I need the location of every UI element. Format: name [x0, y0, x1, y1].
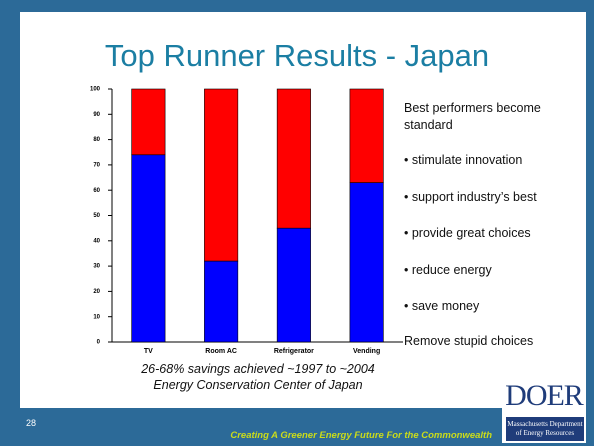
bullet: • support industry’s best — [404, 189, 537, 204]
caption: Energy Conservation Center of Japan — [153, 378, 363, 392]
note-closing: Remove stupid choices — [404, 334, 534, 348]
slide-title: Top Runner Results - Japan — [104, 38, 490, 73]
bar-segment — [204, 88, 239, 262]
y-tick-label: 20 — [93, 289, 100, 295]
y-tick-label: 40 — [93, 238, 100, 244]
x-tick-label: Vending — [353, 348, 380, 355]
bar-segment — [276, 88, 311, 229]
x-tick-label: Room AC — [205, 348, 237, 355]
logo-org: Massachusetts Department — [507, 420, 583, 428]
y-tick-label: 30 — [93, 264, 100, 270]
y-tick-label: 0 — [97, 340, 101, 346]
y-tick-label: 50 — [93, 213, 100, 219]
logo: DOER Massachusetts Department of Energy … — [502, 377, 586, 443]
page-number: 28 — [26, 418, 37, 428]
bar-segment — [349, 182, 384, 343]
bar-segment — [204, 260, 239, 343]
bar-segment — [349, 88, 384, 183]
bullet: • stimulate innovation — [404, 153, 523, 167]
logo-name: DOER — [505, 379, 584, 412]
logo-org: of Energy Resources — [515, 429, 575, 437]
bar-segment — [276, 227, 311, 343]
bullet: • reduce energy — [404, 262, 492, 277]
footer: Creating A Greener Energy Future For the… — [230, 430, 492, 441]
bullet: • save money — [404, 299, 480, 313]
bullet: • provide great choices — [404, 226, 531, 240]
y-tick-label: 100 — [90, 87, 101, 93]
bar-segment — [131, 88, 166, 156]
y-tick-label: 70 — [93, 162, 100, 168]
y-tick-label: 10 — [93, 314, 100, 320]
x-tick-label: Refrigerator — [274, 348, 314, 355]
y-tick-label: 80 — [93, 137, 100, 143]
x-tick-label: TV — [144, 348, 153, 355]
y-tick-label: 90 — [93, 112, 100, 118]
y-tick-label: 60 — [93, 188, 100, 194]
bar-segment — [131, 154, 166, 343]
logo-box: Massachusetts Department of Energy Resou… — [506, 417, 584, 441]
note-lead: Best performers become standard — [404, 101, 541, 132]
caption: 26-68% savings achieved ~1997 to ~2004 — [141, 362, 375, 376]
